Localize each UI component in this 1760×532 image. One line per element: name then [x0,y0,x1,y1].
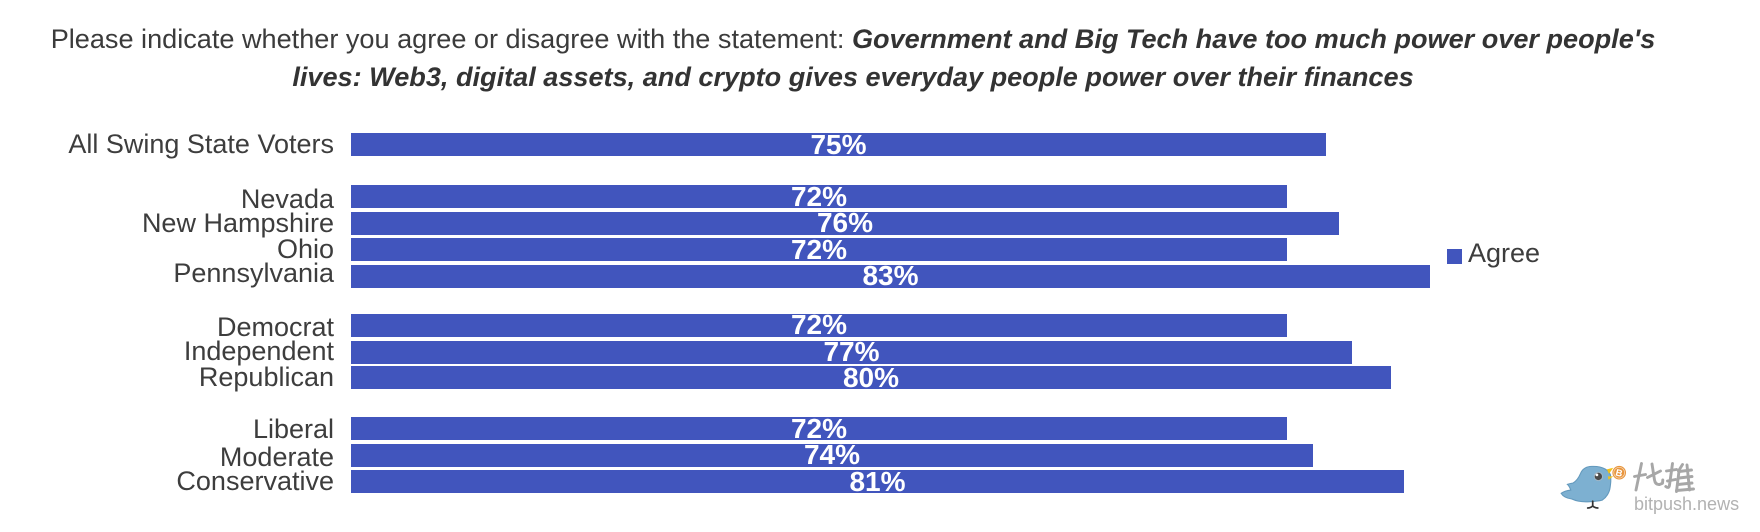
svg-text:bitpush.news: bitpush.news [1634,494,1739,514]
svg-text:B: B [1614,468,1623,480]
